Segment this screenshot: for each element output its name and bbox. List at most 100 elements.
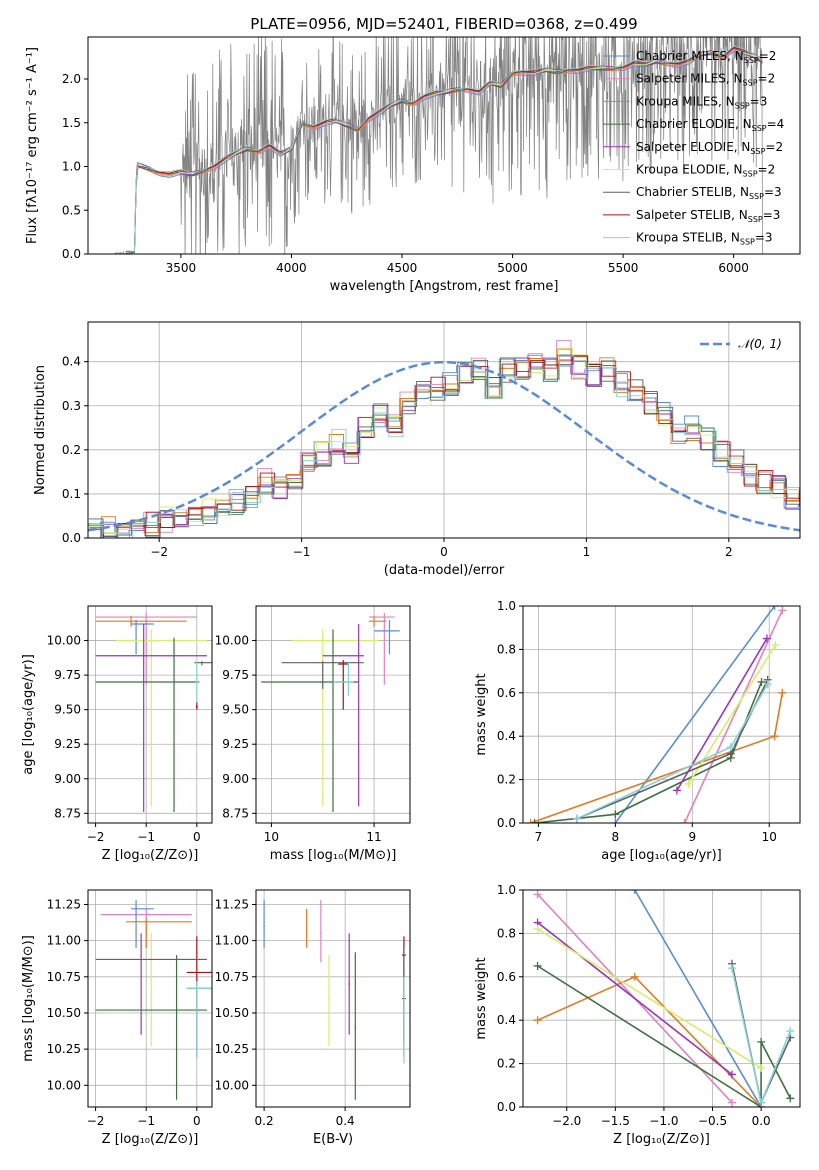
x-tick-label: 11 bbox=[366, 830, 381, 844]
x-axis-label: (data-model)/error bbox=[384, 563, 505, 578]
series-marker bbox=[630, 972, 639, 981]
y-tick-label: 10.00 bbox=[47, 1078, 81, 1092]
x-tick-label: −1 bbox=[137, 1114, 155, 1128]
series-marker bbox=[611, 819, 620, 823]
model-line-kroupa-elodie bbox=[127, 48, 763, 254]
x-tick-label: 0 bbox=[193, 1114, 201, 1128]
x-tick-label: 5000 bbox=[497, 261, 528, 275]
series-line-salpeter-miles bbox=[683, 609, 784, 823]
y-axis-label: mass weight bbox=[474, 673, 489, 755]
legend-entry: Kroupa ELODIE, NSSP=2 bbox=[636, 163, 775, 179]
series-line-salpeter-elodie bbox=[537, 921, 733, 1076]
series-marker bbox=[533, 925, 542, 934]
y-tick-label: 9.25 bbox=[222, 737, 249, 751]
y-tick-label: 9.50 bbox=[222, 703, 249, 717]
y-tick-label: 9.00 bbox=[222, 772, 249, 786]
x-axis-label: Z [log₁₀(Z/Z⊙)] bbox=[613, 1132, 710, 1147]
mass_weight_vs_age-frame bbox=[522, 605, 801, 824]
y-tick-label: 0.0 bbox=[497, 1100, 516, 1114]
spectrum-plot-area bbox=[114, 37, 764, 254]
series-marker bbox=[726, 743, 735, 752]
y-tick-label: 0.8 bbox=[497, 642, 516, 656]
y-tick-label: 11.25 bbox=[47, 897, 81, 911]
y-tick-label: 1.0 bbox=[62, 160, 81, 174]
y-tick-label: 11.00 bbox=[47, 934, 81, 948]
series-marker bbox=[762, 634, 771, 643]
y-tick-label: 0.4 bbox=[497, 1013, 516, 1027]
x-tick-label: −2 bbox=[150, 545, 168, 559]
series-marker bbox=[778, 606, 787, 615]
normal-curve-line bbox=[88, 360, 800, 532]
series-line-chabrier-miles bbox=[634, 890, 762, 1107]
y-tick-label: 9.25 bbox=[54, 737, 81, 751]
series-marker bbox=[684, 779, 693, 788]
y-axis-label: Normed distribution bbox=[33, 365, 48, 495]
series-marker bbox=[786, 1027, 795, 1036]
legend-entry: Chabrier STELIB, NSSP=3 bbox=[636, 185, 782, 201]
mass_weight_vs_Z-plot-area bbox=[533, 890, 795, 1107]
x-axis-label: E(B-V) bbox=[313, 1132, 353, 1147]
legend-entry: Salpeter STELIB, NSSP=3 bbox=[636, 208, 780, 224]
series-marker bbox=[533, 961, 542, 970]
y-tick-label: 10.50 bbox=[47, 1006, 81, 1020]
series-marker bbox=[526, 819, 535, 823]
series-marker bbox=[771, 641, 780, 650]
spectrum-legend: Chabrier MILES, NSSP=2 Salpeter MILES, NS… bbox=[603, 49, 784, 247]
x-tick-label: 0.2 bbox=[255, 1114, 274, 1128]
series-marker bbox=[757, 1037, 766, 1046]
y-axis-label: Flux [fλ10⁻¹⁷ erg cm⁻² s⁻¹ A⁻¹] bbox=[25, 47, 40, 244]
y-tick-label: 10.75 bbox=[215, 970, 249, 984]
mass_vs_Z-frame bbox=[87, 889, 213, 1108]
y-tick-label: 1.0 bbox=[497, 883, 516, 897]
y-tick-label: 10.00 bbox=[47, 634, 81, 648]
mass_weight_vs_Z-frame bbox=[522, 889, 801, 1108]
x-tick-label: 2 bbox=[725, 545, 733, 559]
y-tick-label: 10.25 bbox=[215, 1042, 249, 1056]
y-tick-label: 0.4 bbox=[497, 729, 516, 743]
x-axis-label: age [log₁₀(age/yr)] bbox=[601, 848, 722, 863]
y-tick-label: 8.75 bbox=[222, 806, 249, 820]
series-marker bbox=[763, 680, 772, 689]
series-marker bbox=[530, 819, 539, 823]
legend-entry: Chabrier MILES, NSSP=2 bbox=[636, 49, 776, 65]
x-tick-label: −2 bbox=[87, 830, 105, 844]
legend-entry: Chabrier ELODIE, NSSP=4 bbox=[636, 117, 784, 133]
series-marker bbox=[672, 786, 681, 795]
series-marker bbox=[770, 606, 779, 610]
x-tick-label: 3500 bbox=[166, 261, 197, 275]
histogram-step-kroupa-stelib bbox=[89, 355, 800, 538]
y-tick-label: 0.0 bbox=[497, 816, 516, 830]
x-tick-label: 8 bbox=[612, 830, 620, 844]
y-tick-label: 1.0 bbox=[497, 599, 516, 613]
y-tick-label: 11.00 bbox=[215, 934, 249, 948]
y-axis-label: mass [log₁₀(M/M⊙)] bbox=[21, 935, 36, 1062]
series-marker bbox=[757, 1063, 766, 1072]
x-tick-label: 4000 bbox=[276, 261, 307, 275]
x-tick-label: −1 bbox=[137, 830, 155, 844]
legend-entry: Salpeter ELODIE, NSSP=2 bbox=[636, 140, 783, 156]
series-marker bbox=[611, 810, 620, 819]
x-tick-label: 0 bbox=[193, 830, 201, 844]
y-tick-label: 9.75 bbox=[222, 668, 249, 682]
model-line-kroupa-stelib bbox=[125, 45, 763, 252]
spectrum-frame bbox=[87, 36, 801, 255]
x-tick-label: −2.0 bbox=[552, 1114, 581, 1128]
y-tick-label: 0.2 bbox=[62, 443, 81, 457]
legend-entry: Kroupa STELIB, NSSP=3 bbox=[636, 231, 773, 247]
mass_vs_EBV-frame bbox=[255, 889, 411, 1108]
y-axis-label: age [log₁₀(age/yr)] bbox=[21, 654, 36, 775]
mass_vs_Z-plot-area bbox=[95, 900, 212, 1100]
histogram-legend: 𝒩(0, 1) bbox=[700, 337, 782, 351]
x-tick-label: −1 bbox=[293, 545, 311, 559]
histogram-plot-area bbox=[88, 340, 800, 538]
x-tick-label: 6000 bbox=[718, 261, 749, 275]
age_vs_mass-plot-area bbox=[261, 612, 400, 812]
plots-layer: 3500 4000 4500 5000 5500 6000 0.0 0.5 1.0 1.5 2.0 w… bbox=[21, 36, 801, 1147]
series-marker bbox=[778, 688, 787, 697]
x-tick-label: 0 bbox=[440, 545, 448, 559]
y-tick-label: 0.2 bbox=[497, 1057, 516, 1071]
age_vs_Z-frame bbox=[87, 605, 213, 824]
y-tick-label: 8.75 bbox=[54, 806, 81, 820]
y-tick-label: 0.0 bbox=[62, 531, 81, 545]
